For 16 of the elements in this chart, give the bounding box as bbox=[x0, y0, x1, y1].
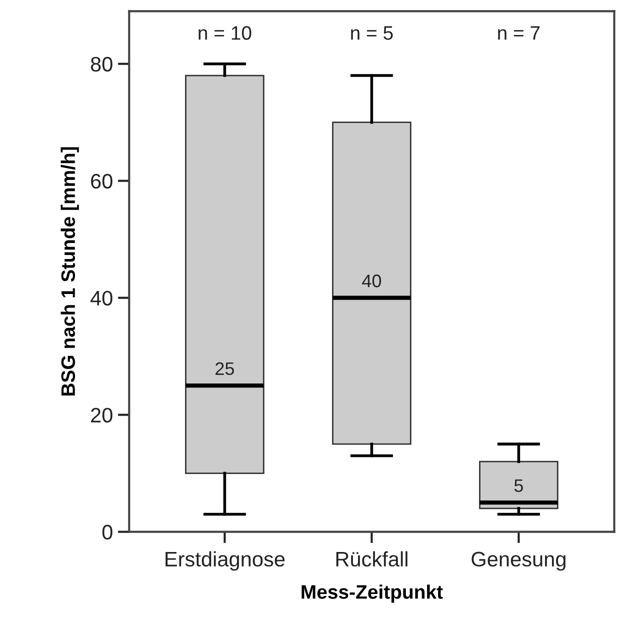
y-axis-title: BSG nach 1 Stunde [mm/h] bbox=[60, 147, 79, 396]
x-axis-title: Mess-Zeitpunkt bbox=[302, 584, 443, 603]
y-tick-label: 80 bbox=[90, 56, 112, 72]
y-tick-label: 20 bbox=[91, 408, 112, 423]
annotation: n = 5 bbox=[351, 26, 393, 40]
annotation: n = 10 bbox=[198, 26, 252, 40]
x-tick-label: Erstdiagnose bbox=[166, 551, 285, 571]
x-tick-label: Genesung bbox=[472, 552, 566, 571]
y-tick-label: 40 bbox=[90, 290, 112, 306]
annotation: 25 bbox=[216, 362, 234, 376]
annotation: 5 bbox=[514, 479, 523, 492]
y-tick-label: 60 bbox=[91, 174, 112, 189]
annotation: 40 bbox=[362, 274, 382, 288]
annotation: n = 7 bbox=[498, 26, 540, 40]
y-tick-label: 0 bbox=[102, 524, 112, 540]
x-tick-label: Rückfall bbox=[336, 551, 408, 567]
